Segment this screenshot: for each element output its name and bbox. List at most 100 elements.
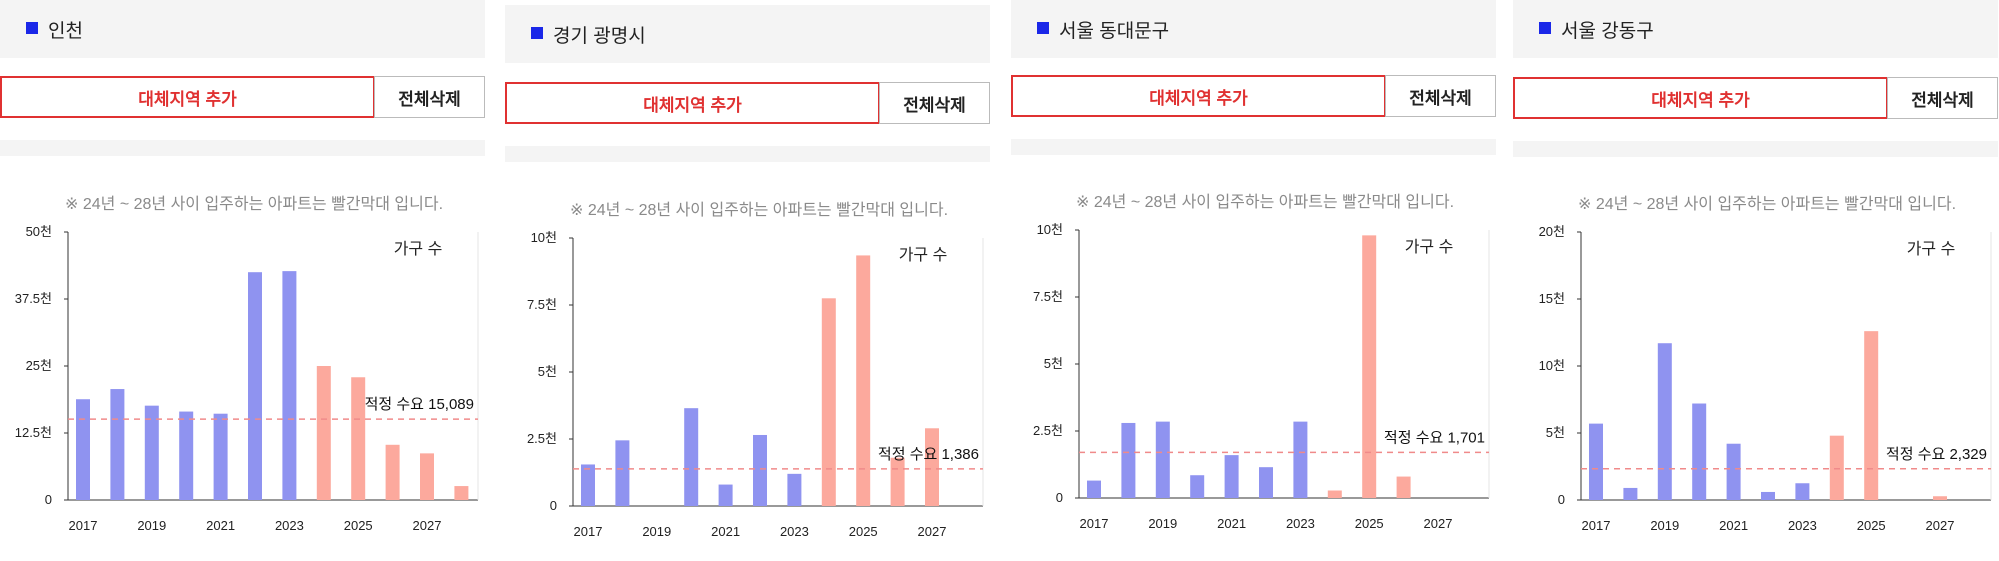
x-tick-label: 2019 [137,518,166,533]
region-square-icon [1539,22,1551,34]
divider-strip [505,146,990,162]
add-alternative-region-button[interactable]: 대체지역 추가 [1513,77,1888,119]
supply-bar-chart: 0 2.5천 5천 7.5천 10천 2017 2019 2021 2023 2025 2027 적정… [1033,222,1490,531]
y-tick-label: 0 [1056,490,1063,505]
bar-2018 [1623,487,1638,500]
chart-note: ※ 24년 ~ 28년 사이 입주하는 아파트는 빨간막대 입니다. [1578,196,1957,213]
delete-all-button[interactable]: 전체삭제 [374,76,485,118]
y-tick-label: 7.5천 [1033,289,1063,304]
x-tick-label: 2027 [413,518,442,533]
y-tick-label: 25천 [26,358,52,373]
bar-2021 [1224,455,1239,498]
bar-2017 [581,464,595,506]
bar-2024 [1327,490,1342,498]
bar-2019 [144,405,159,500]
add-alternative-region-button[interactable]: 대체지역 추가 [0,76,375,118]
bar-2022 [1761,491,1775,500]
region-panel-gwangmyeong: 경기 광명시 대체지역 추가 전체삭제 ※ 24년 ~ 28년 사이 입주하는 … [505,0,990,561]
region-panel-gangdong: 서울 강동구 대체지역 추가 전체삭제 ※ 24년 ~ 28년 사이 입주하는 … [1513,0,1998,561]
delete-all-button[interactable]: 전체삭제 [1887,77,1998,119]
panel-header: 경기 광명시 [505,5,990,63]
x-tick-label: 2019 [1650,518,1679,533]
x-tick-label: 2023 [780,524,809,539]
x-tick-label: 2017 [574,524,603,539]
region-square-icon [26,22,38,34]
bar-2017 [1087,480,1101,498]
y-tick-label: 20천 [1539,224,1565,239]
y-tick-label: 37.5천 [15,291,52,306]
bar-2020 [1190,475,1205,498]
panel-header: 인천 [0,0,485,58]
y-tick-label: 7.5천 [527,297,557,312]
bar-2023 [1795,483,1810,500]
legend-households: 가구 수 [394,240,443,258]
appropriate-demand-label: 적정 수요 2,329 [1886,446,1987,463]
bar-2025 [351,377,366,500]
add-alternative-region-button[interactable]: 대체지역 추가 [1011,75,1386,117]
x-tick-label: 2027 [918,524,947,539]
bar-2022 [1259,467,1273,498]
bar-2020 [1692,403,1707,500]
legend-households: 가구 수 [899,246,948,264]
bar-2026 [1396,476,1411,498]
bar-2025 [1864,331,1879,500]
bar-2023 [787,473,802,506]
x-tick-label: 2027 [1424,516,1453,531]
bar-2017 [76,399,90,500]
supply-bar-chart: 0 5천 10천 15천 20천 2017 2019 2021 2023 2025 2027 적정 수… [1539,224,1992,533]
y-tick-label: 2.5천 [1033,423,1063,438]
bar-2027 [1933,496,1947,500]
bar-2018 [110,389,125,500]
x-tick-label: 2017 [1080,516,1109,531]
y-tick-label: 5천 [1044,356,1063,371]
y-tick-label: 10천 [531,230,557,245]
add-alternative-region-button[interactable]: 대체지역 추가 [505,82,880,124]
delete-all-button[interactable]: 전체삭제 [1385,75,1496,117]
divider-strip [1011,139,1496,155]
x-tick-label: 2021 [1217,516,1246,531]
y-tick-label: 0 [45,492,52,507]
y-tick-label: 10천 [1539,358,1565,373]
y-tick-label: 5천 [1546,425,1565,440]
bar-2022 [753,434,767,506]
y-tick-label: 50천 [26,224,52,239]
y-tick-label: 0 [550,498,557,513]
region-title: 인천 [48,21,83,42]
divider-strip [1513,141,1998,157]
y-tick-label: 10천 [1037,222,1063,237]
region-square-icon [531,27,543,39]
y-tick-label: 0 [1558,492,1565,507]
y-tick-label: 12.5천 [15,425,52,440]
bar-2028 [454,486,469,500]
bar-2024 [821,298,836,506]
bar-2018 [1121,422,1136,498]
bar-2026 [890,457,905,506]
panel-header: 서울 동대문구 [1011,0,1496,58]
bar-2024 [1829,435,1844,500]
x-tick-label: 2019 [642,524,671,539]
delete-all-button[interactable]: 전체삭제 [879,82,990,124]
bar-2025 [856,255,871,506]
x-tick-label: 2027 [1926,518,1955,533]
y-tick-label: 15천 [1539,291,1565,306]
x-tick-label: 2025 [344,518,373,533]
region-title: 서울 강동구 [1561,21,1654,42]
region-title: 서울 동대문구 [1059,21,1170,42]
x-tick-label: 2025 [1857,518,1886,533]
appropriate-demand-label: 적정 수요 15,089 [365,396,474,413]
region-title: 경기 광명시 [553,26,646,47]
bar-2021 [1726,443,1741,500]
bar-2020 [684,408,699,506]
bar-2026 [385,444,400,500]
bar-2018 [615,440,630,506]
region-square-icon [1037,22,1049,34]
bar-2021 [718,484,733,506]
divider-strip [0,140,485,156]
panel-header: 서울 강동구 [1513,0,1998,58]
supply-bar-chart: 0 2.5천 5천 7.5천 10천 2017 2019 2021 2023 2025 2027 적정… [527,230,984,539]
bar-2025 [1362,235,1377,499]
x-tick-label: 2025 [849,524,878,539]
region-panel-incheon: 인천 대체지역 추가 전체삭제 ※ 24년 ~ 28년 사이 입주하는 아파트는… [0,0,485,561]
bar-2020 [179,411,194,500]
x-tick-label: 2021 [1719,518,1748,533]
